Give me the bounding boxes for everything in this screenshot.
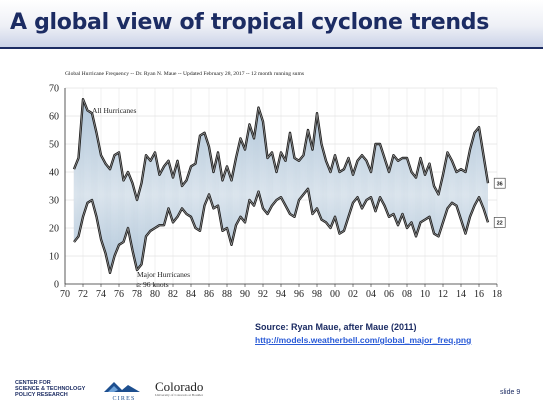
x-tick-label: 02 — [348, 289, 358, 300]
y-tick-label: 0 — [54, 280, 59, 291]
x-tick-label: 94 — [276, 289, 286, 300]
y-tick-label: 60 — [49, 112, 59, 123]
x-tick-label: 78 — [132, 289, 142, 300]
colorado-logo-text: Colorado — [155, 379, 204, 394]
cires-logo: CIRES — [100, 378, 148, 402]
x-tick-label: 14 — [456, 289, 466, 300]
end-label-value: 22 — [497, 221, 503, 227]
y-tick-label: 70 — [49, 84, 59, 95]
x-tick-label: 70 — [60, 289, 70, 300]
chart-annotation: ≥ 96 knots — [137, 280, 169, 289]
title-divider — [0, 47, 543, 49]
cstpr-logo-line-1: CENTER FOR — [15, 380, 51, 386]
cires-mountain-icon: CIRES — [104, 382, 140, 402]
x-tick-label: 90 — [240, 289, 250, 300]
x-tick-labels: 70 72 74 76 78 80 82 84 86 88 90 92 94 96 98 00 02 04 06 08… — [60, 284, 502, 300]
all-hurricanes-line-highlight — [73, 99, 489, 202]
slide-title: A global view of tropical cyclone trends — [10, 10, 489, 35]
title-bar — [0, 0, 543, 47]
y-tick-label: 30 — [49, 196, 59, 207]
source-link[interactable]: http://models.weatherbell.com/global_maj… — [255, 335, 472, 345]
footer-logos: CENTER FOR SCIENCE & TECHNOLOGY POLICY R… — [15, 378, 225, 402]
x-tick-label: 96 — [294, 289, 304, 300]
x-tick-label: 74 — [96, 289, 106, 300]
x-tick-label: 00 — [330, 289, 340, 300]
cires-logo-text: CIRES — [112, 396, 135, 402]
end-labels: 36 22 — [493, 177, 506, 228]
end-label-box — [493, 177, 506, 189]
y-tick-label: 40 — [49, 168, 59, 179]
x-tick-label: 72 — [78, 289, 88, 300]
chart-title: Global Hurricane Frequency -- Dr. Ryan N… — [65, 71, 304, 77]
x-tick-label: 88 — [222, 289, 232, 300]
colorado-logo-subtext: University of Colorado at Boulder — [155, 393, 204, 397]
source-credit: Source: Ryan Maue, after Maue (2011) — [255, 322, 417, 332]
cstpr-logo: CENTER FOR SCIENCE & TECHNOLOGY POLICY R… — [15, 380, 95, 400]
major-hurricanes-line-highlight — [73, 188, 489, 273]
x-tick-label: 98 — [312, 289, 322, 300]
y-tick-label: 50 — [49, 140, 59, 151]
x-tick-label: 86 — [204, 289, 214, 300]
y-tick-label: 20 — [49, 224, 59, 235]
x-tick-label: 16 — [474, 289, 484, 300]
chart-annotation: All Hurricanes — [92, 106, 136, 115]
x-tick-label: 08 — [402, 289, 412, 300]
series-lines — [72, 98, 490, 274]
x-tick-label: 82 — [168, 289, 178, 300]
annotations: All Hurricanes Major Hurricanes≥ 96 knots — [92, 106, 190, 289]
x-tick-label: 84 — [186, 289, 196, 300]
x-tick-label: 92 — [258, 289, 268, 300]
x-tick-label: 06 — [384, 289, 394, 300]
end-label-value: 36 — [497, 182, 503, 188]
chart-annotation: Major Hurricanes — [137, 270, 190, 279]
y-tick-label: 10 — [49, 252, 59, 263]
x-tick-label: 80 — [150, 289, 160, 300]
x-tick-label: 12 — [438, 289, 448, 300]
x-tick-label: 10 — [420, 289, 430, 300]
cu-colorado-logo: Colorado University of Colorado at Bould… — [155, 380, 225, 400]
cstpr-logo-line-3: POLICY RESEARCH — [15, 392, 68, 398]
series-fill-band — [74, 99, 488, 273]
slide-number: slide 9 — [500, 389, 521, 396]
cstpr-logo-line-2: SCIENCE & TECHNOLOGY — [15, 386, 86, 392]
x-tick-label: 76 — [114, 289, 124, 300]
x-tick-label: 04 — [366, 289, 376, 300]
x-tick-label: 18 — [492, 289, 502, 300]
end-label-box — [493, 217, 506, 228]
y-tick-labels: 0 10 20 30 40 50 60 70 — [49, 84, 59, 291]
